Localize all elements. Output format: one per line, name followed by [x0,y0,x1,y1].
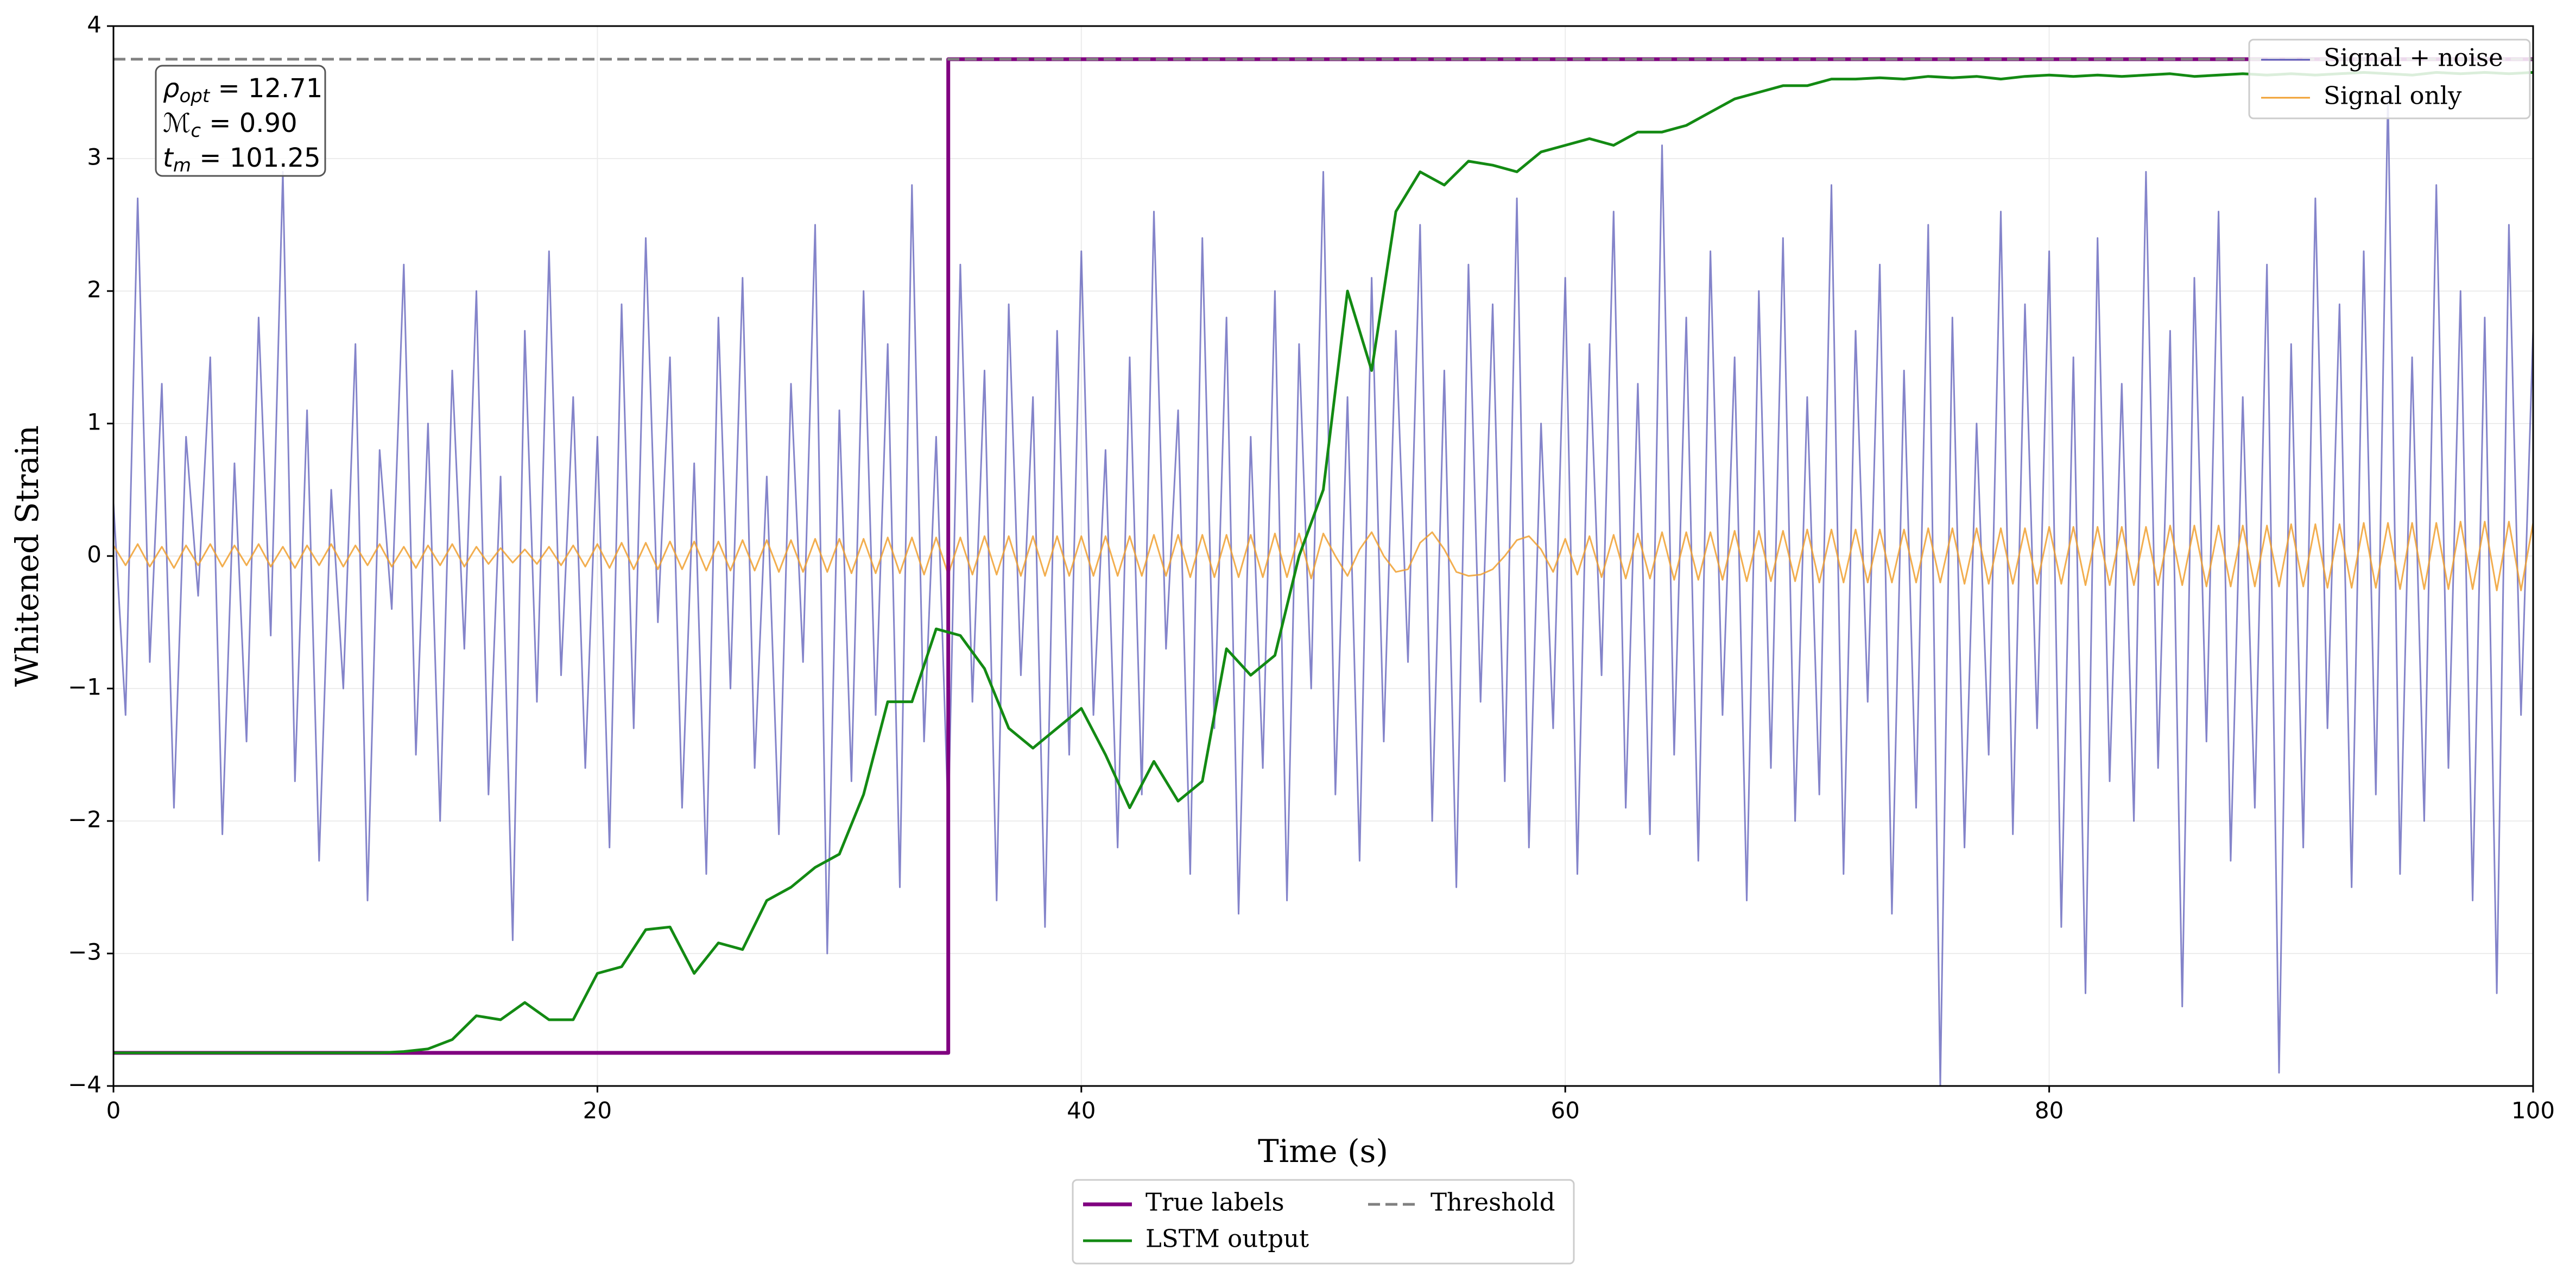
y-tick-label: −1 [68,674,102,700]
y-tick-label: 3 [87,144,102,170]
y-tick-label: 1 [87,409,102,435]
annotation-text: = 0.90 [201,108,298,138]
x-tick-label: 80 [2035,1097,2064,1124]
legend-label: LSTM output [1145,1224,1309,1253]
annotation-subscript: opt [179,85,210,107]
x-axis-label: Time (s) [1258,1133,1388,1170]
x-tick-label: 20 [583,1097,612,1124]
y-tick-label: −2 [68,806,102,833]
legend-box [1072,1179,1575,1265]
annotation-line: ℳc = 0.90 [163,108,298,142]
legend-label: Signal only [2324,81,2462,110]
y-tick-label: 4 [87,11,102,38]
legend-box [2248,39,2531,119]
annotation-line: ρopt = 12.71 [163,73,322,107]
legend-label: Signal + noise [2324,43,2503,72]
annotation-subscript: m [173,155,191,176]
annotation-text: = 12.71 [210,73,322,104]
annotation-symbol: t [163,143,174,173]
axes: 0 20 40 60 80 100 −4 −3 −2 −1 0 1 2 3 4 [68,11,2555,1124]
legends: Signal + noise Signal only True labels LSTM… [1072,39,2531,1265]
legend-label: True labels [1145,1188,1284,1217]
y-tick-label: 2 [87,276,102,303]
annotation-symbol: ρ [163,73,179,104]
annotation-line: tm = 101.25 [163,143,321,176]
series-line [113,521,2533,591]
y-axis-label: Whitened Strain [9,425,46,687]
x-tick-label: 100 [2511,1097,2555,1124]
annotation-subscript: c [191,120,201,142]
x-tick-label: 60 [1550,1097,1579,1124]
x-tick-label: 0 [106,1097,121,1124]
y-tick-label: −4 [68,1071,102,1098]
y-tick-label: 0 [87,541,102,568]
x-tick-label: 40 [1067,1097,1096,1124]
series-line [113,71,2533,1054]
legend-label: Threshold [1431,1188,1555,1217]
plot-lines [113,57,2533,1086]
annotation-box [155,65,326,177]
series-line [113,91,2533,1086]
annotation-symbol: ℳ [163,108,191,138]
annotation-text: = 101.25 [191,143,321,173]
y-tick-label: −3 [68,939,102,965]
